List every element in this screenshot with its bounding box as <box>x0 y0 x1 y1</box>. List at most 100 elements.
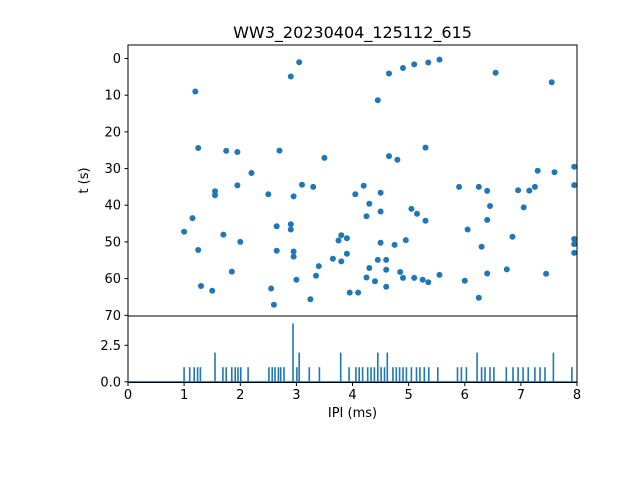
scatter-point <box>237 238 244 245</box>
y-tick-label: 30 <box>104 162 121 177</box>
scatter-point <box>571 182 577 189</box>
scatter-point <box>400 274 406 281</box>
scatter-point <box>355 289 362 296</box>
scatter-point <box>296 59 303 66</box>
scatter-point <box>268 285 275 292</box>
scatter-point <box>189 215 196 222</box>
scatter-point <box>402 237 409 244</box>
scatter-point <box>484 270 491 277</box>
scatter-point <box>436 271 443 278</box>
scatter-point <box>287 226 294 233</box>
scatter-point <box>383 256 390 263</box>
scatter-point <box>220 231 227 238</box>
scatter-panel: 0 10 20 30 40 50 60 70 t (s) <box>77 44 578 324</box>
scatter-point <box>307 296 314 303</box>
scatter-point <box>509 233 516 240</box>
y-axis-label: t (s) <box>77 167 92 193</box>
scatter-point <box>408 205 415 212</box>
scatter-point <box>363 213 370 220</box>
scatter-point <box>377 189 384 196</box>
scatter-point <box>273 247 280 254</box>
y-tick-label: 40 <box>104 199 121 214</box>
scatter-point <box>534 167 541 174</box>
scatter-point <box>436 56 443 63</box>
x-axis-label: IPI (ms) <box>328 406 377 421</box>
y-tick-label: 50 <box>104 235 121 250</box>
scatter-point <box>287 221 294 228</box>
scatter-point <box>571 236 577 242</box>
scatter-point <box>234 149 241 155</box>
scatter-point <box>492 69 499 76</box>
scatter-point <box>377 208 384 215</box>
y-tick-label: 60 <box>104 272 121 287</box>
scatter-point <box>287 73 294 80</box>
y-tick-label: 0.0 <box>100 375 121 390</box>
scatter-point <box>419 276 426 283</box>
scatter-point <box>346 289 353 296</box>
scatter-point <box>383 266 390 273</box>
scatter-point <box>464 226 471 233</box>
scatter-point <box>181 228 188 235</box>
scatter-point <box>276 147 283 154</box>
scatter-point <box>223 147 230 154</box>
x-tick-label: 0 <box>124 388 132 403</box>
scatter-point <box>571 249 577 256</box>
scatter-point <box>515 187 522 194</box>
scatter-point <box>372 278 378 285</box>
scatter-point <box>456 183 463 190</box>
scatter-point <box>386 153 392 160</box>
scatter-points <box>181 56 577 308</box>
scatter-point <box>293 276 300 283</box>
scatter-point <box>394 156 401 163</box>
scatter-point <box>329 255 336 262</box>
scatter-point <box>212 192 218 199</box>
scatter-point <box>400 65 406 71</box>
scatter-point <box>273 223 280 230</box>
scatter-point <box>571 241 577 248</box>
scatter-point <box>195 247 202 253</box>
scatter-point <box>192 88 199 95</box>
scatter-point <box>290 253 297 260</box>
y-tick-label: 2.5 <box>100 339 121 354</box>
scatter-point <box>313 272 319 279</box>
x-tick-label: 8 <box>573 388 581 403</box>
scatter-point <box>461 277 468 284</box>
scatter-point <box>198 283 204 289</box>
scatter-point <box>526 187 533 194</box>
scatter-point <box>338 258 345 265</box>
scatter-point <box>228 268 235 275</box>
chart-title: WW3_20230404_125112_615 <box>233 23 472 43</box>
scatter-point <box>195 145 202 151</box>
x-tick-label: 6 <box>461 388 469 403</box>
scatter-point <box>338 232 345 239</box>
scatter-point <box>299 181 305 188</box>
scatter-point <box>411 274 418 281</box>
scatter-point <box>422 217 429 224</box>
scatter-point <box>543 270 550 277</box>
scatter-point <box>548 79 555 86</box>
scatter-point <box>484 216 491 223</box>
scatter-point <box>315 263 322 270</box>
scatter-panel-border <box>127 44 578 317</box>
scatter-point <box>571 163 577 170</box>
scatter-point <box>265 191 272 198</box>
scatter-point <box>335 237 342 244</box>
y-tick-label: 70 <box>104 309 121 324</box>
scatter-point <box>209 287 216 294</box>
scatter-point <box>397 269 404 275</box>
scatter-point <box>366 265 373 271</box>
scatter-point <box>425 59 432 66</box>
scatter-point <box>386 70 392 77</box>
scatter-point <box>290 248 297 255</box>
scatter-point <box>551 169 558 176</box>
histogram-y-axis-ticks: 0.0 2.5 <box>100 339 128 390</box>
x-tick-label: 3 <box>292 388 300 403</box>
x-tick-label: 7 <box>517 388 525 403</box>
scatter-point <box>383 283 390 290</box>
y-tick-label: 0 <box>113 52 121 67</box>
x-axis-ticks: 0 1 2 3 4 5 6 7 8 <box>124 382 581 403</box>
scatter-point <box>363 274 370 281</box>
x-tick-label: 1 <box>180 388 188 403</box>
scatter-point <box>343 235 350 242</box>
